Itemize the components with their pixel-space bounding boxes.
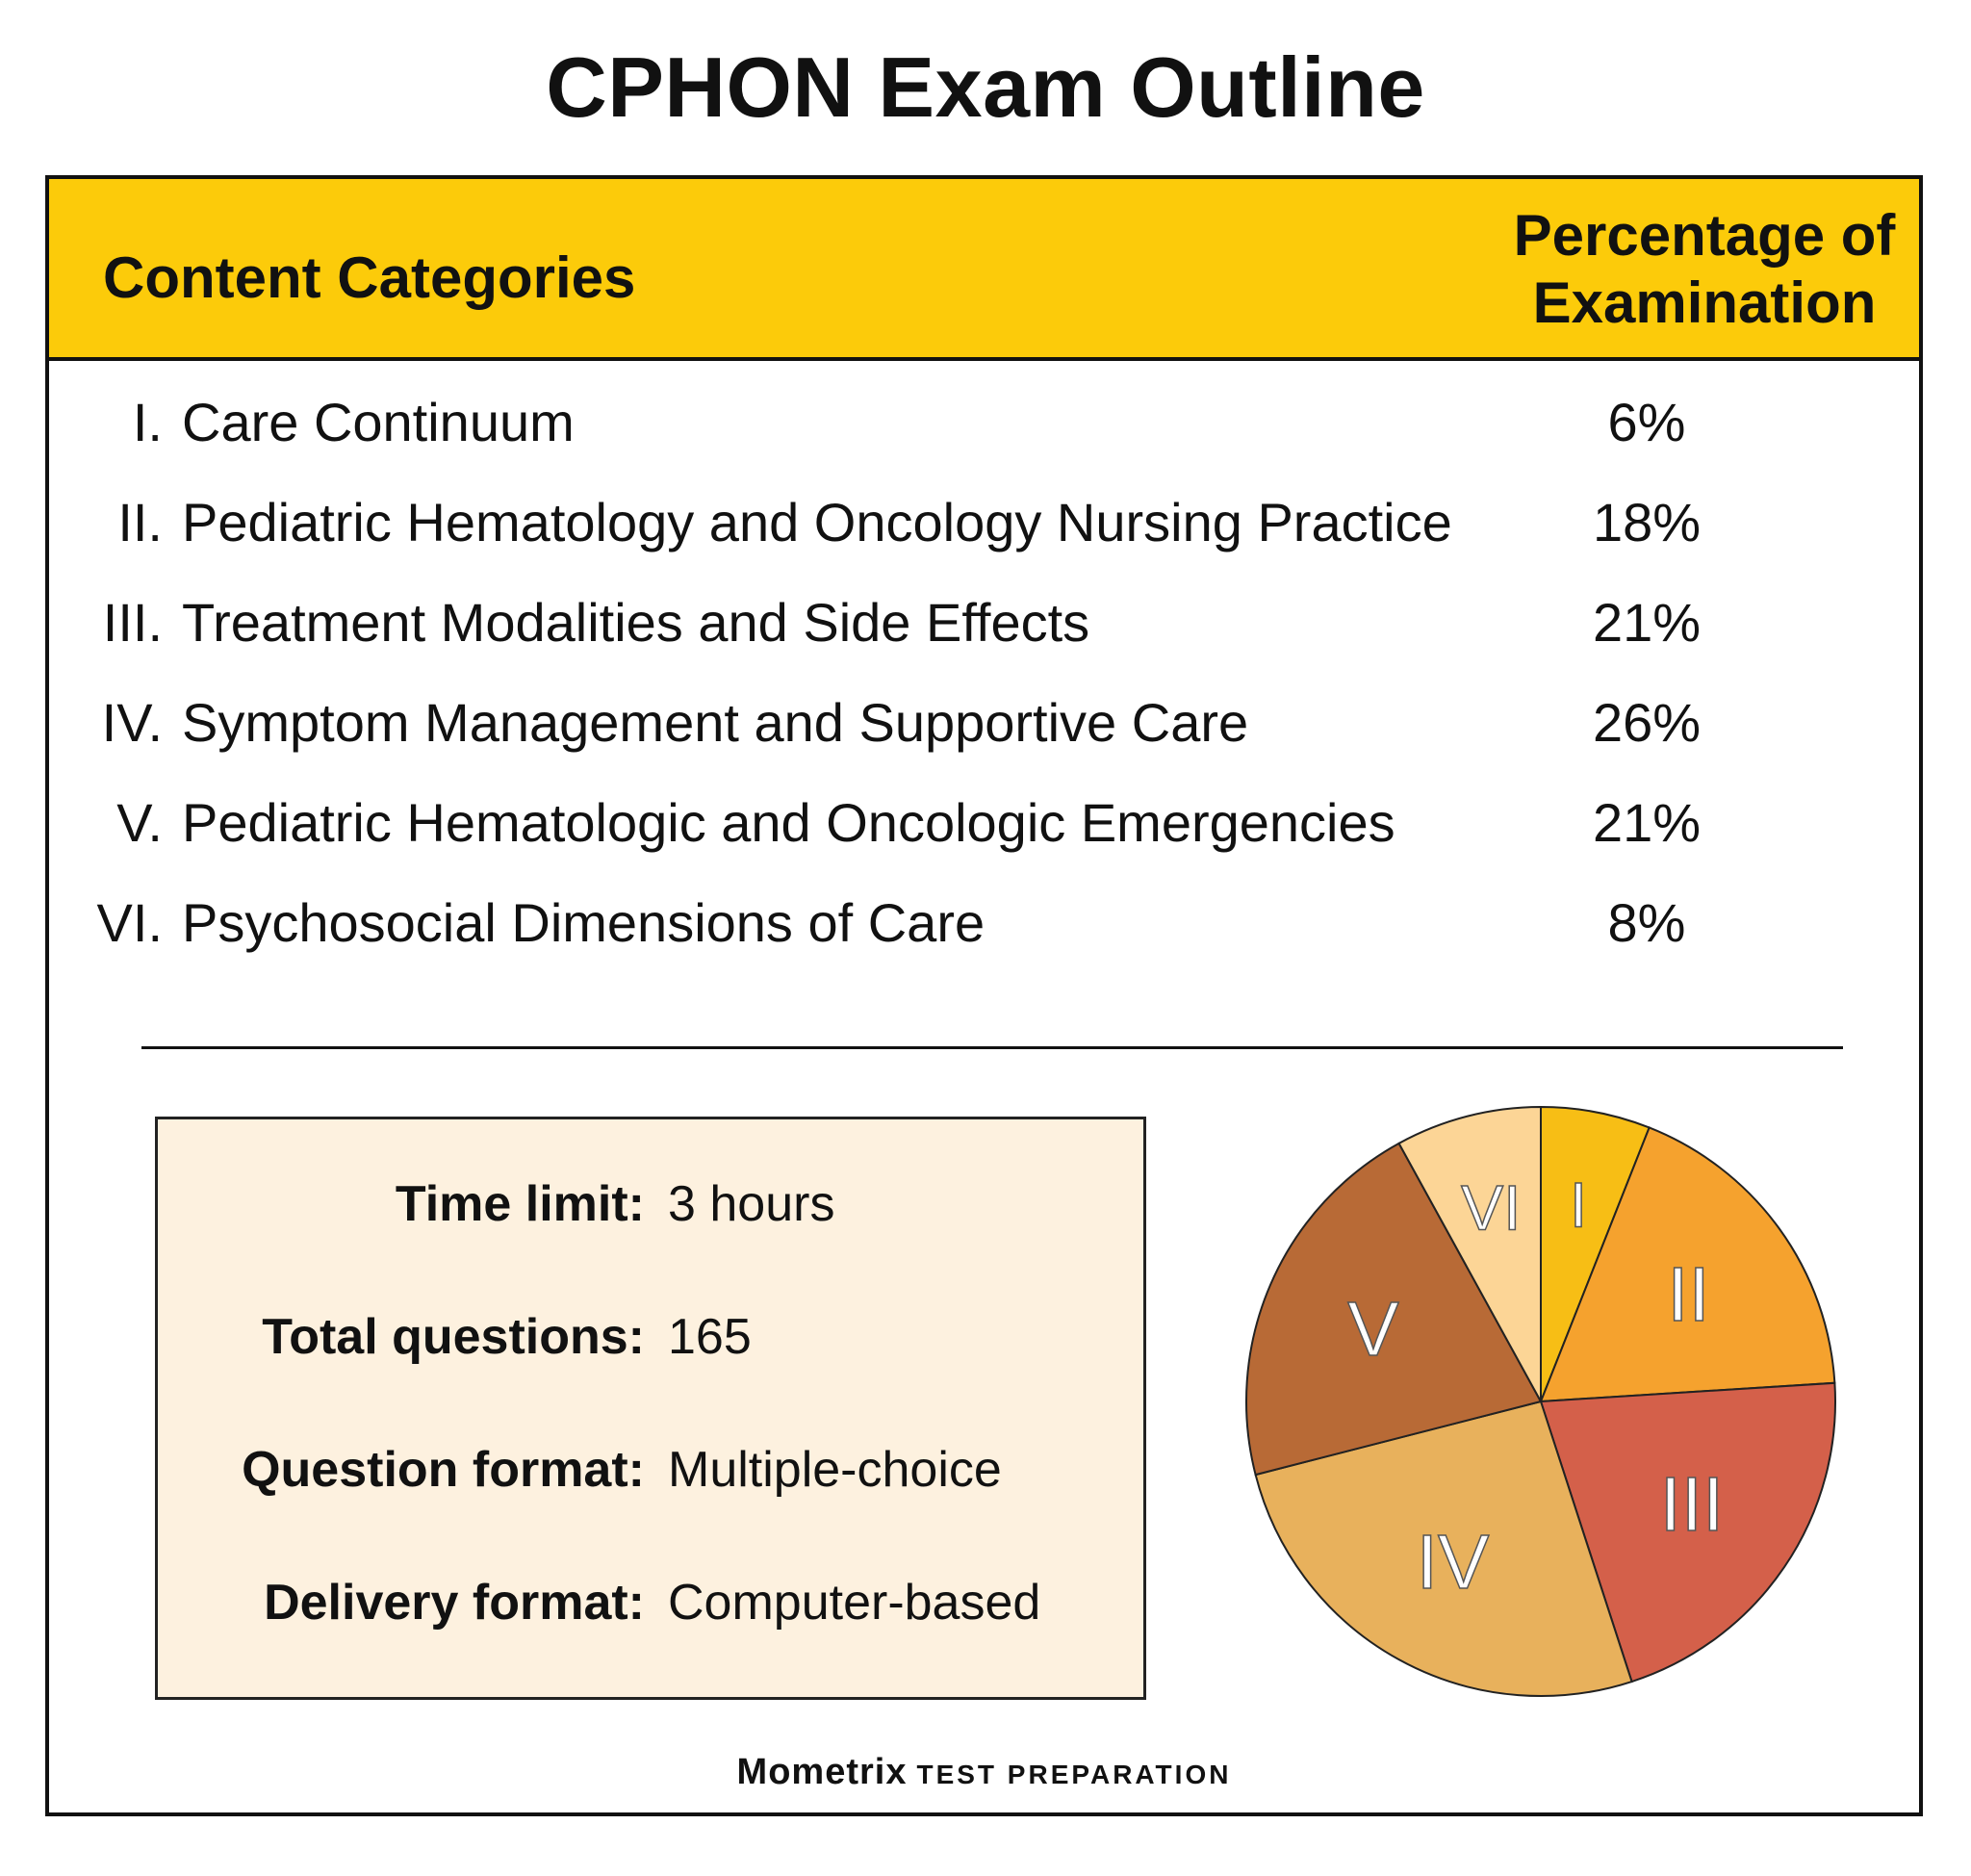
section-divider — [141, 1046, 1843, 1049]
table-header: Content Categories Percentage of Examina… — [49, 179, 1919, 361]
pie-slice-VI — [1397, 1105, 1542, 1402]
category-percent: 6% — [1607, 392, 1686, 452]
info-time-limit-label: Time limit: — [395, 1176, 645, 1232]
category-number: II. — [117, 492, 163, 553]
info-question-format-value: Multiple-choice — [668, 1442, 1002, 1498]
category-label: Pediatric Hematology and Oncology Nursin… — [182, 492, 1452, 553]
category-number: V. — [116, 792, 163, 853]
category-percent: 18% — [1592, 492, 1702, 553]
header-percentage-line2: Examination — [1532, 270, 1877, 335]
category-row: II. Pediatric Hematology and Oncology Nu… — [49, 491, 1919, 568]
exam-info-box: Time limit: 3 hours Total questions: 165… — [155, 1117, 1146, 1700]
category-number: III. — [102, 592, 163, 653]
category-label: Psychosocial Dimensions of Care — [182, 892, 986, 953]
category-percent: 8% — [1607, 892, 1686, 953]
info-time-limit: Time limit: 3 hours — [158, 1175, 1143, 1243]
brand-logo: Mometrix TEST PREPARATION — [49, 1752, 1919, 1793]
pie-slice-V — [1245, 1142, 1543, 1477]
header-percentage: Percentage of Examination — [1435, 202, 1971, 337]
outline-frame: Content Categories Percentage of Examina… — [45, 175, 1923, 1816]
category-label: Symptom Management and Supportive Care — [182, 692, 1249, 753]
info-total-questions: Total questions: 165 — [158, 1308, 1143, 1375]
pie-label-VI: VI — [1461, 1171, 1521, 1243]
info-time-limit-value: 3 hours — [668, 1176, 835, 1232]
header-percentage-line1: Percentage of — [1513, 203, 1896, 268]
category-percent: 21% — [1592, 792, 1702, 853]
header-content-categories: Content Categories — [103, 245, 636, 310]
category-label: Pediatric Hematologic and Oncologic Emer… — [182, 792, 1395, 853]
pie-slice-IV — [1254, 1400, 1633, 1697]
category-row: IV. Symptom Management and Supportive Ca… — [49, 691, 1919, 768]
info-total-questions-value: 165 — [668, 1309, 752, 1365]
category-percent: 21% — [1592, 592, 1702, 653]
category-row: I. Care Continuum 6% — [49, 391, 1919, 468]
info-question-format-label: Question format: — [242, 1442, 645, 1498]
pie-label-IV: IV — [1417, 1519, 1490, 1605]
pie-slice-II — [1539, 1126, 1836, 1403]
category-label: Care Continuum — [182, 392, 575, 452]
info-delivery-format-label: Delivery format: — [264, 1575, 645, 1631]
info-total-questions-label: Total questions: — [262, 1309, 645, 1365]
category-number: I. — [132, 392, 163, 452]
pie-label-II: II — [1667, 1251, 1709, 1337]
info-delivery-format-value: Computer-based — [668, 1575, 1041, 1631]
category-label: Treatment Modalities and Side Effects — [182, 592, 1090, 653]
page-title: CPHON Exam Outline — [546, 39, 1425, 135]
category-row: VI. Psychosocial Dimensions of Care 8% — [49, 891, 1919, 968]
brand-name: Mometrix — [736, 1752, 908, 1792]
category-number: IV. — [101, 692, 163, 753]
pie-label-I: I — [1570, 1169, 1587, 1241]
pie-label-III: III — [1660, 1461, 1725, 1547]
category-row: III. Treatment Modalities and Side Effec… — [49, 591, 1919, 668]
brand-tagline: TEST PREPARATION — [916, 1760, 1232, 1789]
pie-label-V: V — [1347, 1286, 1399, 1372]
info-question-format: Question format: Multiple-choice — [158, 1441, 1143, 1508]
info-delivery-format: Delivery format: Computer-based — [158, 1574, 1143, 1641]
category-number: VI. — [96, 892, 163, 953]
category-percent: 26% — [1592, 692, 1702, 753]
category-row: V. Pediatric Hematologic and Oncologic E… — [49, 791, 1919, 868]
pie-slice-III — [1539, 1381, 1836, 1683]
